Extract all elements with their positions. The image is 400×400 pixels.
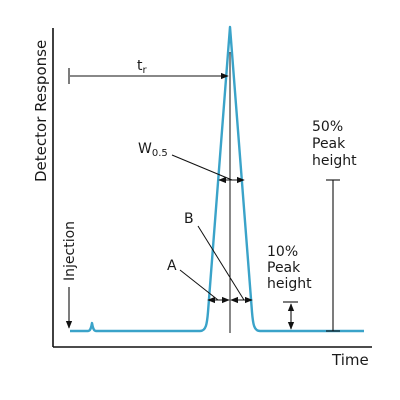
injection-label: Injection — [62, 221, 78, 281]
ten-percent-label: 10% Peak height — [267, 244, 312, 292]
b-label: B — [184, 211, 194, 227]
b-leader — [197, 225, 245, 301]
fifty-percent-label: 50% Peak height — [312, 119, 357, 169]
a-leader — [179, 269, 219, 301]
width-half-label: W0.5 — [138, 141, 168, 159]
retention-time-label: tr — [137, 58, 148, 76]
chromatogram-trace — [70, 25, 364, 333]
a-label: A — [167, 258, 177, 274]
width-half-leader — [171, 154, 233, 181]
x-axis-title: Time — [331, 351, 369, 369]
y-axis-title: Detector Response — [32, 40, 50, 182]
